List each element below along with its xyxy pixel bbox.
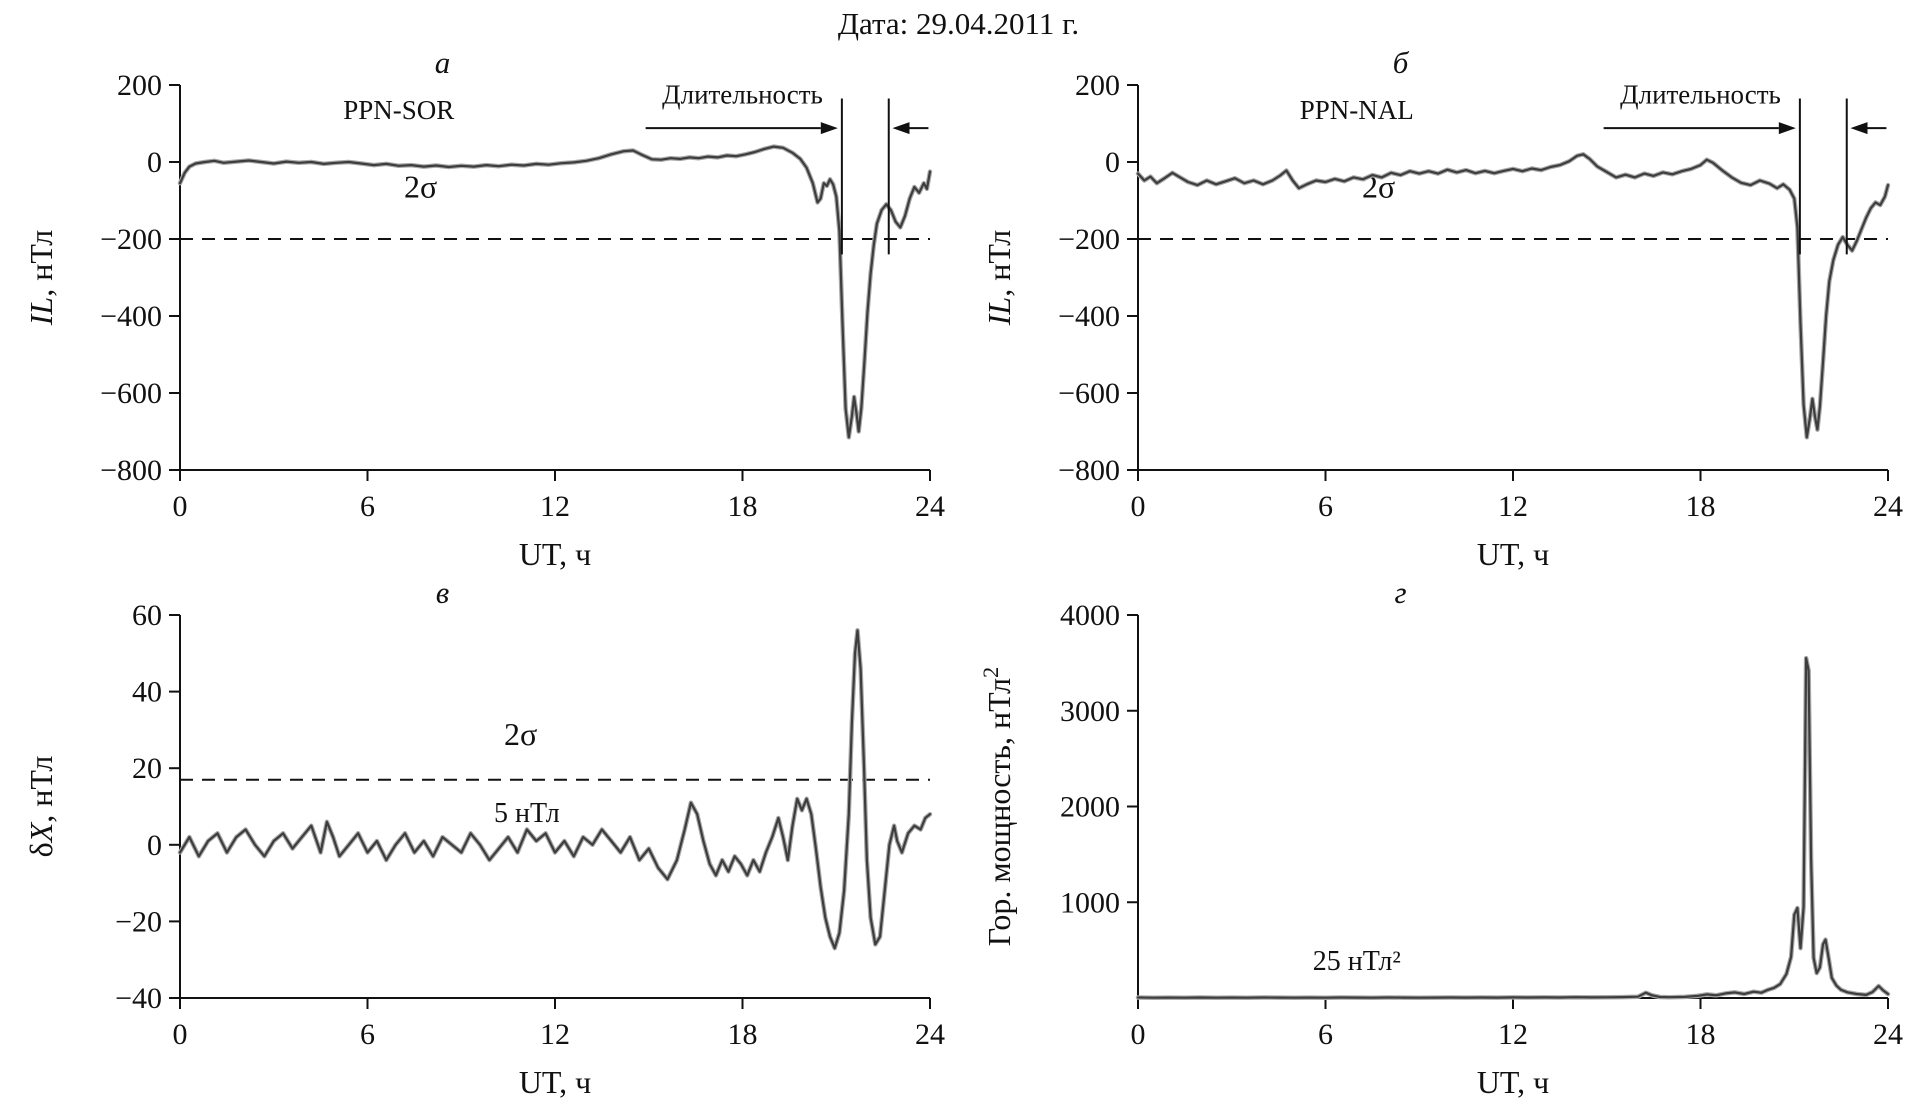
duration-arrow-head (820, 122, 838, 135)
y-tick-label: 0 (147, 829, 162, 862)
x-tick-label: 12 (1498, 490, 1528, 523)
duration-arrow-head (1850, 122, 1868, 135)
y-tick-label: 0 (147, 146, 162, 179)
x-axis-label: UT, ч (519, 536, 591, 572)
x-tick-label: 18 (1686, 490, 1716, 523)
chart-panel-g: г 0 6 12 18 24 4000 3000 2000 1000 UT, ч Гор. мощно… (978, 575, 1903, 1100)
y-axis-label: Гор. мощность, нТл2 (978, 667, 1017, 947)
series-line (178, 629, 932, 950)
panel-letter: г (1394, 575, 1406, 610)
y-tick-label: −20 (115, 905, 162, 938)
y-tick-label: 3000 (1060, 695, 1120, 728)
panels-grid: а 0 6 12 18 24 200 0 −200 −400 −600 −800 UT, ч IL, нТ… (0, 45, 1917, 1113)
y-tick-label: 200 (117, 69, 162, 102)
x-tick-label: 24 (1873, 490, 1903, 523)
x-tick-label: 0 (173, 1018, 188, 1051)
y-axis-label: δX, нТл (23, 756, 59, 858)
series-line (1136, 153, 1890, 439)
power-threshold-label: 25 нТл² (1313, 946, 1401, 977)
y-tick-label: −600 (1058, 377, 1120, 410)
y-tick-label: −600 (100, 377, 162, 410)
chart-panel-a: а 0 6 12 18 24 200 0 −200 −400 −600 −800 UT, ч IL, нТ… (23, 45, 945, 572)
x-axis-label: UT, ч (1477, 536, 1549, 572)
y-tick-label: −400 (1058, 300, 1120, 333)
figure-title: Дата: 29.04.2011 г. (837, 6, 1080, 41)
y-tick-label: −800 (1058, 454, 1120, 487)
y-tick-label: 4000 (1060, 599, 1120, 632)
sigma-label: 2σ (504, 716, 537, 752)
y-axis-label: IL, нТл (981, 230, 1017, 327)
x-tick-label: 6 (360, 1018, 375, 1051)
y-tick-label: −200 (1058, 223, 1120, 256)
x-tick-label: 18 (728, 490, 758, 523)
x-tick-label: 12 (1498, 1018, 1528, 1051)
y-tick-label: 20 (132, 752, 162, 785)
threshold-value-label: 5 нТл (494, 798, 560, 829)
series-line-halo (177, 628, 933, 951)
station-label: PPN-NAL (1300, 95, 1414, 125)
y-tick-label: 200 (1075, 69, 1120, 102)
duration-arrow-head (1778, 122, 1796, 135)
x-tick-label: 24 (915, 490, 945, 523)
series-line-halo (1135, 655, 1891, 1000)
chart-panel-v: в 0 6 12 18 24 60 40 20 0 −20 −40 UT, ч δX, нТл 2σ 5 нТ… (23, 575, 945, 1100)
series-line-halo (1135, 152, 1891, 440)
x-tick-label: 0 (173, 490, 188, 523)
y-tick-label: 60 (132, 599, 162, 632)
series-line-halo (177, 144, 933, 440)
x-tick-label: 6 (1318, 490, 1333, 523)
y-axis-label: IL, нТл (23, 230, 59, 327)
x-tick-label: 6 (360, 490, 375, 523)
sigma-label: 2σ (404, 168, 437, 204)
y-tick-label: −400 (100, 300, 162, 333)
x-tick-label: 18 (728, 1018, 758, 1051)
y-tick-label: 1000 (1060, 886, 1120, 919)
x-tick-label: 18 (1686, 1018, 1716, 1051)
panel-letter: а (435, 45, 451, 80)
panel-letter: в (436, 575, 449, 610)
y-tick-label: 40 (132, 676, 162, 709)
chart-panel-b: б 0 6 12 18 24 200 0 −200 −400 −600 −800 UT, ч IL, нТ… (981, 45, 1903, 572)
x-tick-label: 12 (540, 490, 570, 523)
x-tick-label: 6 (1318, 1018, 1333, 1051)
series-line (178, 145, 932, 439)
y-tick-label: −200 (100, 223, 162, 256)
y-tick-label: −40 (115, 982, 162, 1015)
y-tick-label: −800 (100, 454, 162, 487)
x-tick-label: 0 (1131, 1018, 1146, 1051)
x-tick-label: 0 (1131, 490, 1146, 523)
x-axis-label: UT, ч (1477, 1064, 1549, 1100)
x-tick-label: 24 (915, 1018, 945, 1051)
panel-letter: б (1393, 45, 1410, 80)
station-label: PPN-SOR (343, 95, 454, 125)
duration-arrow-head (892, 122, 910, 135)
y-tick-label: 0 (1105, 146, 1120, 179)
y-tick-label: 2000 (1060, 791, 1120, 824)
x-axis-label: UT, ч (519, 1064, 591, 1100)
duration-label: Длительность (1620, 79, 1781, 109)
x-tick-label: 12 (540, 1018, 570, 1051)
series-line (1136, 657, 1890, 999)
x-tick-label: 24 (1873, 1018, 1903, 1051)
duration-label: Длительность (662, 79, 823, 109)
